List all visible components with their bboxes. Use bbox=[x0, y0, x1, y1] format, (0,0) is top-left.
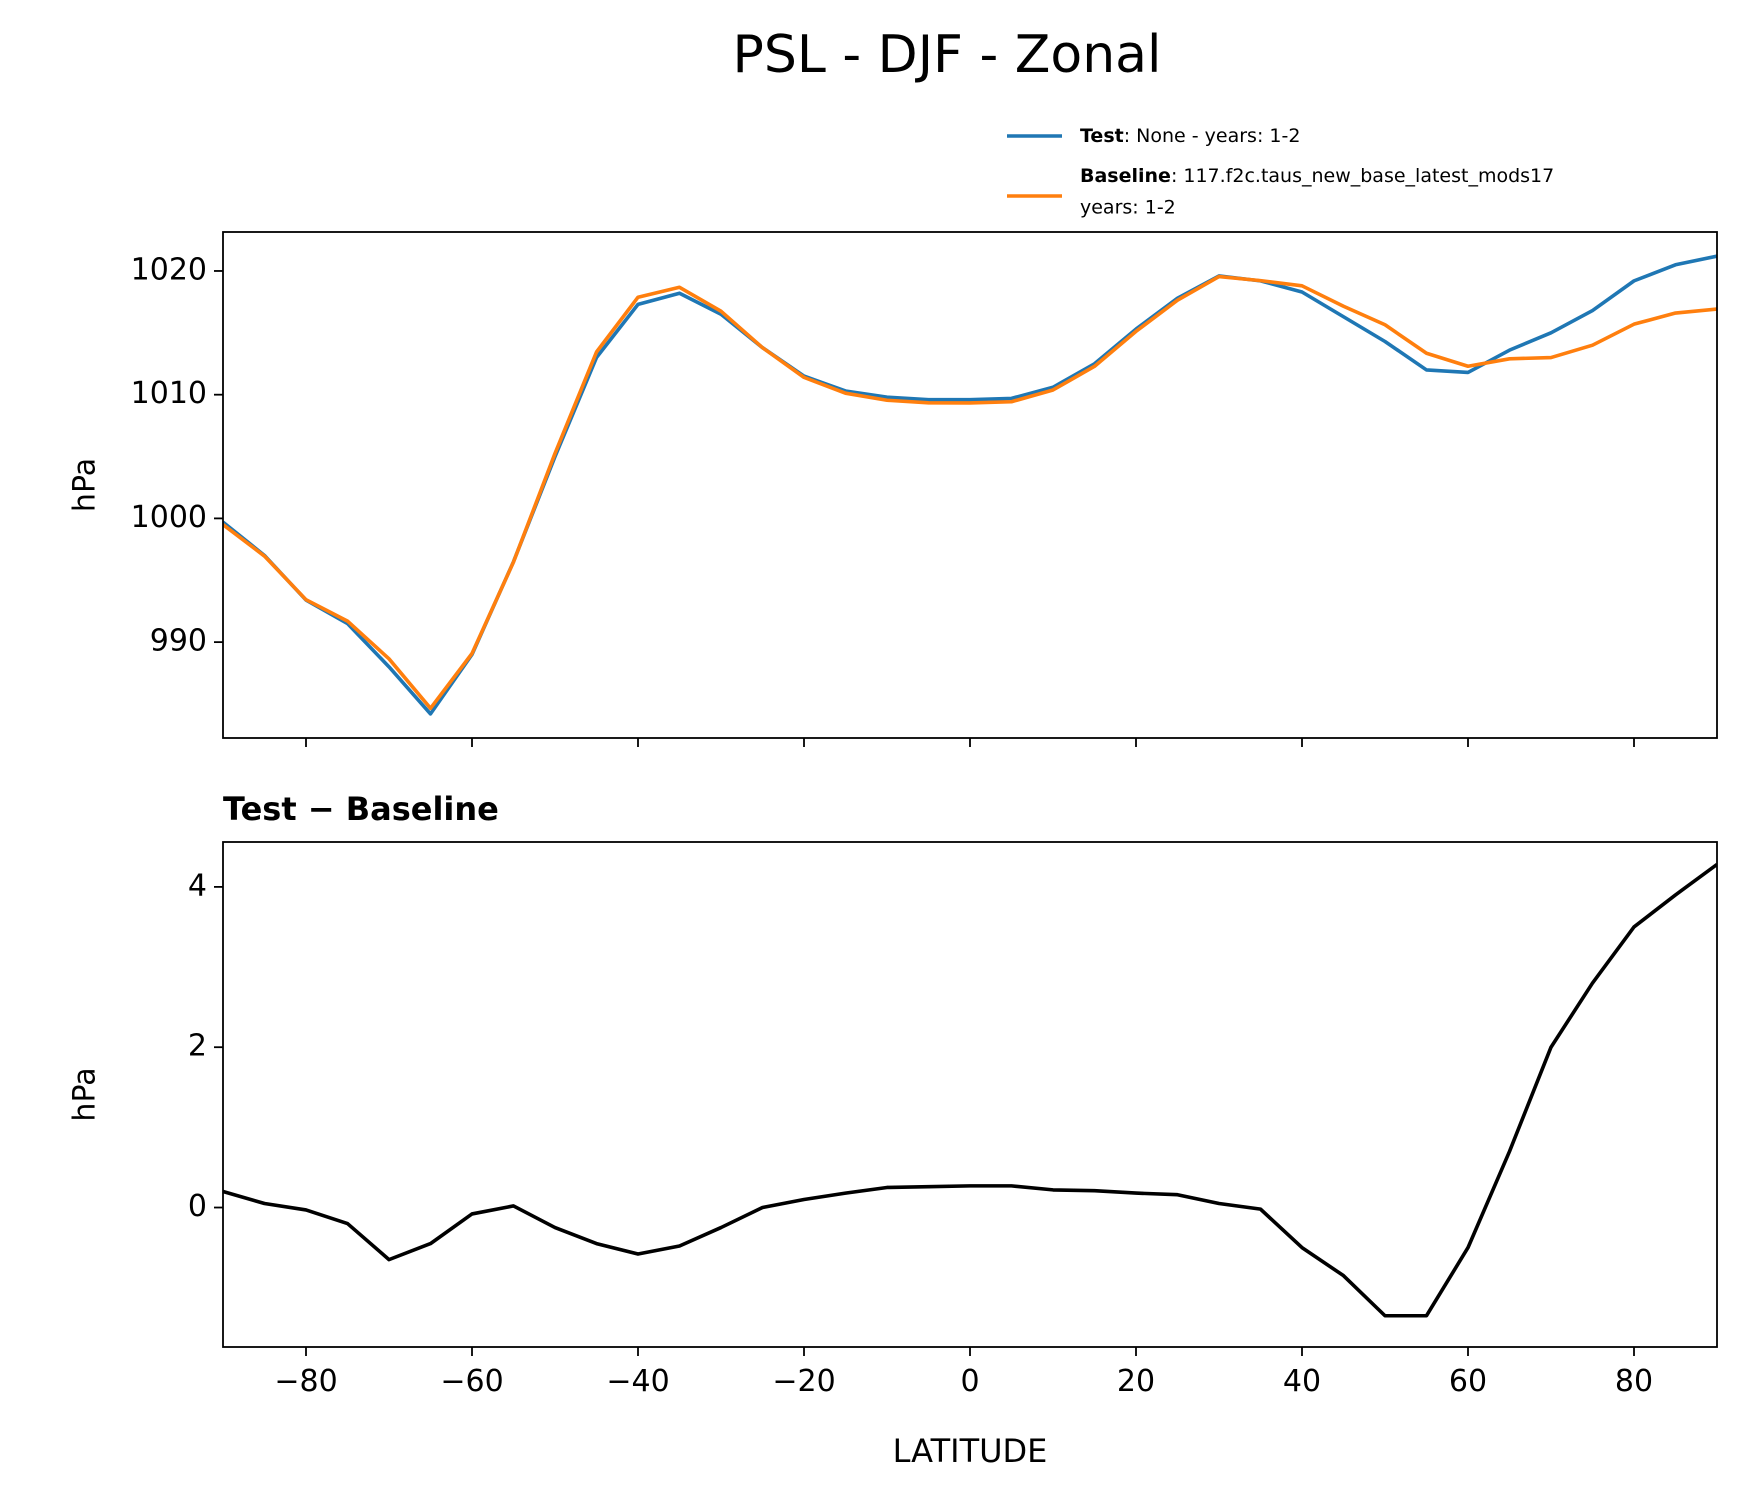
legend-name: Baseline bbox=[1080, 165, 1171, 187]
figure-title: PSL - DJF - Zonal bbox=[733, 25, 1162, 85]
y-tick-label: 1000 bbox=[131, 500, 207, 535]
legend-entry: Baseline: 117.f2c.taus_new_base_latest_m… bbox=[1080, 165, 1554, 187]
y-tick-label: 0 bbox=[188, 1189, 207, 1224]
x-tick-label: 0 bbox=[960, 1364, 979, 1399]
x-tick-label: 80 bbox=[1615, 1364, 1653, 1399]
x-tick-label: 40 bbox=[1283, 1364, 1321, 1399]
subplot-title: Test − Baseline bbox=[223, 790, 499, 828]
x-tick-label: −60 bbox=[440, 1364, 503, 1399]
legend-name: Test bbox=[1080, 125, 1124, 147]
legend-detail: : 117.f2c.taus_new_base_latest_mods17 bbox=[1171, 165, 1554, 187]
axes-frame bbox=[222, 841, 1718, 1348]
axes-frame bbox=[222, 231, 1718, 739]
data-line bbox=[223, 254, 1717, 716]
x-tick-label: 20 bbox=[1117, 1364, 1155, 1399]
x-tick-label: −20 bbox=[772, 1364, 835, 1399]
y-tick-label: 1010 bbox=[131, 376, 207, 411]
y-tick-label: 1020 bbox=[131, 252, 207, 287]
x-axis-label: LATITUDE bbox=[893, 1432, 1048, 1470]
y-axis-label: hPa bbox=[68, 1067, 103, 1121]
data-line bbox=[223, 274, 1717, 711]
legend-detail: years: 1-2 bbox=[1080, 197, 1176, 219]
y-axis-label: hPa bbox=[68, 458, 103, 512]
x-tick-label: −80 bbox=[274, 1364, 337, 1399]
y-tick-label: 2 bbox=[188, 1029, 207, 1064]
legend-entry: Test: None - years: 1-2 bbox=[1080, 125, 1300, 147]
x-tick-label: 60 bbox=[1449, 1364, 1487, 1399]
legend-detail: : None - years: 1-2 bbox=[1124, 125, 1301, 147]
y-tick-label: 4 bbox=[188, 868, 207, 903]
x-tick-label: −40 bbox=[606, 1364, 669, 1399]
y-tick-label: 990 bbox=[150, 624, 207, 659]
data-line bbox=[223, 862, 1717, 1318]
